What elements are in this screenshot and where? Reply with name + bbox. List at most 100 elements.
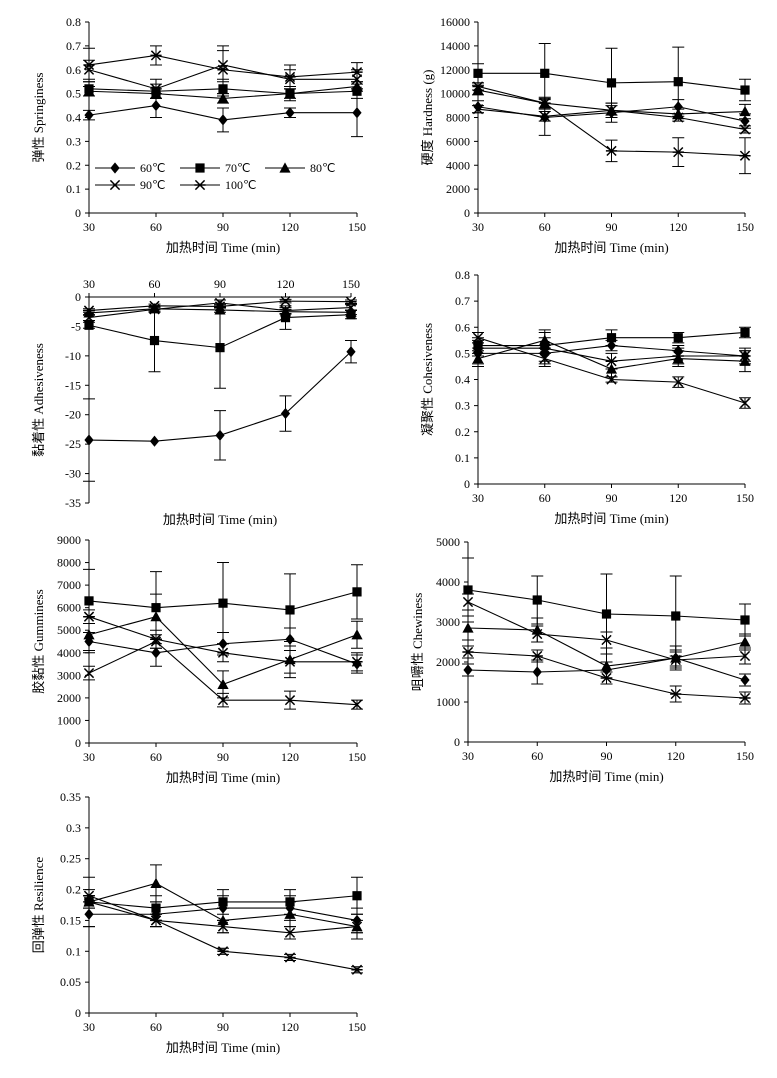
y-tick-label: 0.2 [455,425,470,439]
data-point [472,353,484,364]
data-point [531,650,543,662]
series-90c [462,593,751,669]
x-tick-label: 30 [472,220,484,234]
y-tick-label: 0.6 [66,63,81,77]
y-tick-label: 2000 [446,182,470,196]
data-point [352,891,362,901]
data-point [740,615,750,625]
y-tick-label: 14000 [440,39,470,53]
series-100c [83,45,363,95]
data-point [532,666,542,678]
x-tick-label: 120 [281,750,299,764]
data-point [352,107,362,119]
x-tick-label: 60 [539,220,551,234]
data-point [285,107,295,119]
y-tick-label: 0.8 [455,268,470,282]
data-point [739,636,751,647]
chart-panel-7: 0 0.05 0.1 0.15 0.2 0.25 0.3 0.35 30 60 90 120 150 加热… [31,790,366,1055]
data-point [673,77,683,87]
y-tick-label: 1000 [57,713,81,727]
data-point [473,68,483,78]
data-point [149,435,160,447]
data-point [605,145,618,157]
data-point [84,434,94,446]
x-tick-label: 90 [606,491,618,505]
data-point [462,622,474,633]
series-60c [83,340,357,482]
y-tick-label: 0 [75,736,81,750]
x-axis-title: 加热时间 Time (min) [166,1040,280,1055]
x-tick-label: 30 [472,491,484,505]
legend-marker [110,162,120,174]
y-tick-label: 0.8 [66,15,81,29]
data-point [218,114,228,126]
data-point [151,903,161,913]
y-tick-label: 6000 [57,601,81,615]
legend-label: 70℃ [225,161,250,175]
legend-label: 90℃ [140,178,165,192]
x-tick-label: 120 [669,491,687,505]
data-point [671,611,681,621]
legend-label: 80℃ [310,161,335,175]
y-tick-label: 0.1 [66,944,81,958]
data-point [532,628,543,640]
y-tick-label: 0 [464,477,470,491]
y-tick-label: 0.1 [66,182,81,196]
x-tick-label: 60 [150,750,162,764]
data-point [284,656,296,667]
x-tick-label: 120 [669,220,687,234]
x-tick-label: 30 [83,750,95,764]
series-70c [83,562,363,647]
x-tick-label: 30 [83,1020,95,1034]
y-tick-label: 0.25 [60,852,81,866]
y-tick-label: 0.5 [66,87,81,101]
legend-marker [194,179,206,191]
x-axis-title: 加热时间 Time (min) [554,511,668,526]
data-point [150,83,162,94]
y-tick-label: 0.05 [60,975,81,989]
y-tick-label: 10000 [440,87,470,101]
data-point [280,407,291,420]
x-tick-label: 90 [601,749,613,763]
data-point [284,71,296,83]
y-tick-label: 0 [75,290,81,304]
y-tick-label: 0.7 [455,294,470,308]
legend-item-70c: 70℃ [180,161,250,175]
x-tick-label: 60 [539,491,551,505]
data-point [463,664,473,676]
data-point [83,629,95,640]
chart-panel-5: 0 1000 2000 3000 4000 5000 6000 7000 8000 9000 30 6… [31,533,366,785]
data-point [214,304,226,315]
data-point [739,650,751,662]
data-point [84,109,94,121]
y-tick-label: 0 [75,1006,81,1020]
x-tick-label: 120 [667,749,685,763]
y-tick-label: 8000 [446,111,470,125]
y-tick-label: 0.15 [60,913,81,927]
y-tick-label: 0.4 [66,111,81,125]
data-point [606,374,617,385]
x-tick-label: 90 [606,220,618,234]
data-point [740,327,750,338]
chart-panel-1: 0 0.1 0.2 0.3 0.4 0.5 0.6 0.7 0.8 30 60 90 120 150 加热时… [31,15,366,255]
data-point [346,346,356,358]
data-point [605,356,618,367]
x-axis-title: 加热时间 Time (min) [554,240,668,255]
series-100c [462,645,751,705]
data-point [739,105,751,117]
data-point [740,674,750,686]
data-point [351,964,363,975]
data-point [462,646,474,658]
data-point [279,295,292,307]
data-point [217,647,229,658]
y-tick-label: 9000 [57,533,81,547]
data-point [472,343,484,354]
x-tick-label: 120 [277,277,295,291]
legend-item-60c: 60℃ [95,161,165,175]
series-80c [83,80,363,104]
data-point [151,99,161,112]
data-point [284,927,296,938]
data-point [215,343,225,353]
data-point [673,112,684,123]
